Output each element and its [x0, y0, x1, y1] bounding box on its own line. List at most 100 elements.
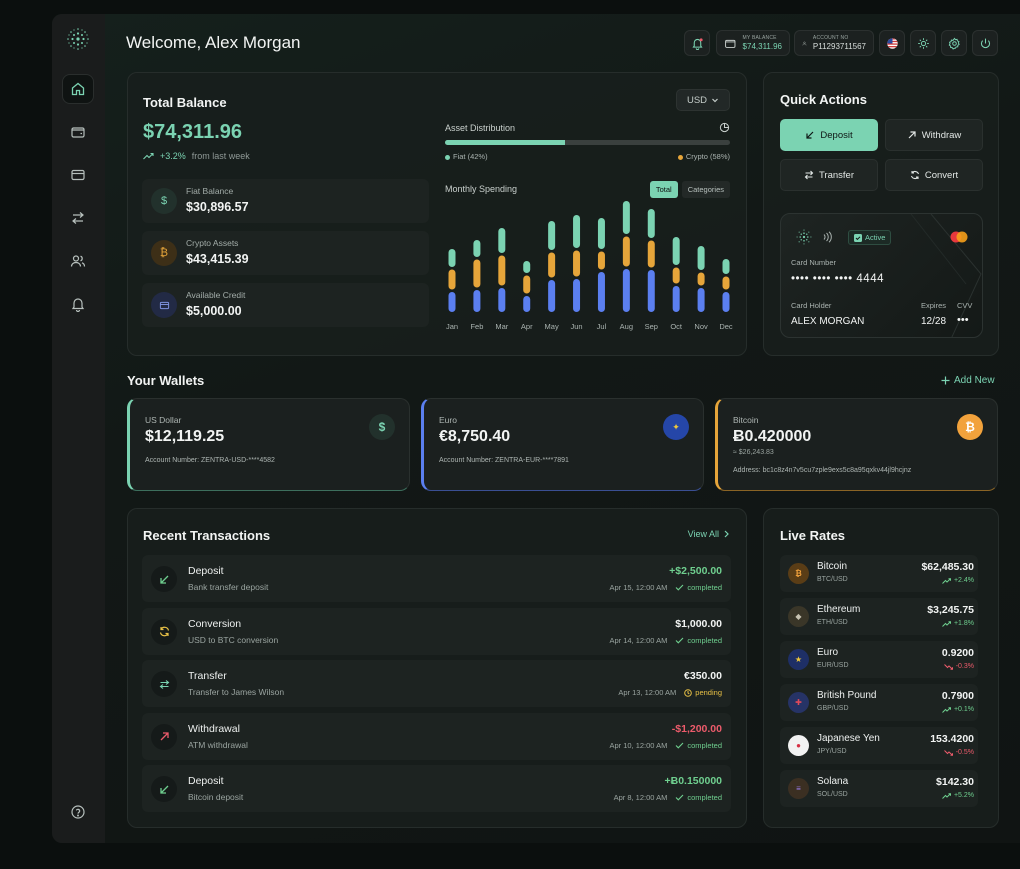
transaction-row[interactable]: Conversion USD to BTC conversion $1,000.00… — [142, 607, 731, 655]
refresh-icon — [159, 626, 169, 637]
transfer-button[interactable]: Transfer — [780, 159, 878, 191]
rate-pair: ETH/USD — [817, 619, 848, 626]
spending-bar-oct-s0 — [672, 286, 680, 312]
wallets-title: Your Wallets — [127, 373, 205, 388]
bank-card[interactable]: Active Card Number •••• •••• •••• 4444 C… — [780, 213, 983, 338]
toggle-total[interactable]: Total — [649, 181, 678, 198]
transaction-meta: Apr 13, 12:00 AM pending — [618, 688, 722, 697]
nav-help[interactable] — [62, 797, 94, 827]
rate-change-value: +5.2% — [953, 792, 974, 799]
transaction-date: Apr 8, 12:00 AM — [613, 793, 668, 802]
rate-change-value: +1.8% — [953, 620, 974, 627]
card-pattern — [910, 214, 982, 337]
rate-pair: EUR/USD — [817, 662, 849, 669]
spending-bar-mar-s2 — [498, 228, 506, 253]
home-icon — [71, 82, 85, 96]
balance-change-note: from last week — [191, 151, 250, 161]
rate-change-value: +0.1% — [953, 706, 974, 713]
wallet-name: Bitcoin — [733, 415, 759, 425]
toggle-categories[interactable]: Categories — [681, 181, 730, 198]
nav-dashboard[interactable] — [62, 74, 94, 104]
rate-change: -0.3% — [943, 663, 974, 670]
rate-row[interactable]: ≡ Solana SOL/USD $142.30 +5.2% — [780, 770, 978, 807]
spending-bar-dec-s1 — [722, 276, 730, 290]
crypto-legend-label: Crypto (58%) — [685, 152, 730, 161]
settings-button[interactable] — [941, 30, 967, 56]
rate-price: $3,245.75 — [927, 604, 974, 616]
transaction-row[interactable]: Transfer Transfer to James Wilson €350.00 A… — [142, 660, 731, 707]
rate-name: Euro — [817, 647, 839, 658]
trend-up-icon — [942, 620, 951, 627]
wallet-card-usd[interactable]: US Dollar $12,119.25 Account Number: ZEN… — [127, 398, 410, 491]
rate-row[interactable]: ₿ Bitcoin BTC/USD $62,485.30 +2.4% — [780, 555, 978, 592]
notifications-button[interactable] — [684, 30, 710, 56]
fiat-legend: Fiat (42%) — [445, 152, 488, 161]
rate-row[interactable]: ★ Euro EUR/USD 0.9200 -0.3% — [780, 641, 978, 678]
spending-toggle: Total Categories — [649, 181, 730, 198]
rate-pair: JPY/USD — [817, 748, 847, 755]
language-button[interactable] — [879, 30, 905, 56]
transaction-title: Transfer — [188, 670, 227, 682]
transaction-title: Deposit — [188, 775, 224, 787]
rate-pair: GBP/USD — [817, 705, 849, 712]
card-brand-logo — [796, 229, 812, 245]
rate-price: 0.9200 — [941, 647, 974, 659]
rate-name: Ethereum — [817, 604, 861, 615]
wallet-card-btc[interactable]: Bitcoin Ƀ0.420000 ≈ $26,243.83 Address: … — [715, 398, 998, 491]
nav-wallets[interactable] — [62, 117, 94, 147]
withdraw-button[interactable]: Withdraw — [885, 119, 983, 151]
bitcoin-icon: ₿ — [957, 414, 983, 440]
x-tick-label: Mar — [495, 322, 508, 331]
rate-price: 0.7900 — [941, 690, 974, 702]
nav-notifications[interactable] — [62, 289, 94, 319]
rate-row[interactable]: ◆ Ethereum ETH/USD $3,245.75 +1.8% — [780, 598, 978, 635]
power-icon — [980, 38, 990, 48]
card-status-badge: Active — [848, 230, 892, 245]
monthly-spending-title: Monthly Spending — [445, 184, 518, 194]
transaction-row[interactable]: Deposit Bank transfer deposit +$2,500.00 Ap… — [142, 555, 731, 602]
bell-icon — [71, 298, 85, 312]
nav-cards[interactable] — [62, 160, 94, 190]
transaction-title: Withdrawal — [188, 722, 240, 735]
balance-pill[interactable]: MY BALANCE $74,311.96 — [716, 30, 790, 56]
rate-change-value: -0.5% — [955, 749, 974, 756]
convert-button[interactable]: Convert — [885, 159, 983, 191]
wallet-card-eur[interactable]: Euro €8,750.40 Account Number: ZENTRA-EU… — [421, 398, 704, 491]
spending-bar-jan-s1 — [448, 269, 456, 290]
rate-row[interactable]: ● Japanese Yen JPY/USD 153.4200 -0.5% — [780, 727, 978, 764]
transaction-description: Bitcoin deposit — [188, 792, 244, 802]
dollar-icon: $ — [151, 188, 177, 214]
check-icon — [676, 637, 684, 644]
transaction-status-text: completed — [687, 583, 722, 592]
currency-select[interactable]: USD — [676, 89, 730, 111]
transaction-title: Deposit — [188, 565, 224, 577]
spending-bar-jun-s1 — [573, 250, 581, 277]
add-wallet-button[interactable]: Add New — [941, 375, 995, 386]
x-tick-label: Nov — [694, 322, 708, 331]
nav-transfers[interactable] — [62, 203, 94, 233]
balance-change-pct: +3.2% — [160, 151, 186, 161]
account-pill[interactable]: ACCOUNT NO P11293711567 — [794, 30, 874, 56]
view-all-label: View All — [687, 529, 719, 539]
logout-button[interactable] — [972, 30, 998, 56]
nav-contacts[interactable] — [62, 246, 94, 276]
transaction-row[interactable]: Withdrawal ATM withdrawal -$1,200.00 Apr 10… — [142, 712, 731, 760]
spending-bar-feb-s0 — [473, 290, 481, 312]
rate-change: +2.4% — [942, 577, 974, 584]
account-pill-label: ACCOUNT NO — [812, 34, 849, 41]
transaction-row[interactable]: Deposit Bitcoin deposit +Ƀ0.150000 Apr 8, 1… — [142, 765, 731, 812]
spending-bar-aug-s0 — [622, 269, 630, 312]
transaction-status: completed — [675, 793, 722, 802]
rate-name: Bitcoin — [817, 561, 848, 572]
x-tick-label: May — [545, 322, 559, 331]
deposit-button[interactable]: Deposit — [780, 119, 878, 151]
convert-label: Convert — [924, 169, 959, 181]
card-number: •••• •••• •••• 4444 — [791, 273, 884, 285]
wallet-usd-equivalent: ≈ $26,243.83 — [733, 449, 774, 456]
transaction-type-icon — [151, 723, 177, 750]
rate-row[interactable]: ✚ British Pound GBP/USD 0.7900 +0.1% — [780, 684, 978, 721]
view-all-link[interactable]: View All — [688, 529, 730, 539]
check-icon — [676, 742, 684, 749]
theme-toggle-button[interactable] — [910, 30, 936, 56]
pie-chart-icon[interactable] — [719, 122, 730, 133]
